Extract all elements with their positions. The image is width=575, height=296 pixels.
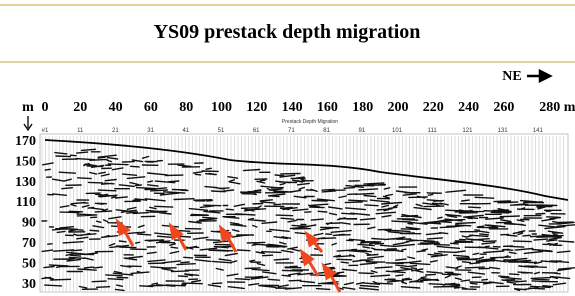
depth-label: 90: [22, 216, 36, 231]
distance-label: 80: [179, 100, 193, 115]
distance-label: 60: [144, 100, 158, 115]
distance-label: 160: [317, 100, 338, 115]
depth-label: 30: [22, 277, 36, 292]
trace-label: 121: [462, 128, 473, 134]
depth-label: 110: [16, 195, 36, 210]
distance-label: 200: [388, 100, 409, 115]
trace-label: 81: [323, 128, 330, 134]
direction-arrow: [527, 68, 553, 84]
trace-label: 31: [147, 128, 154, 134]
arrow: [299, 248, 320, 277]
trace-label: 51: [218, 128, 225, 134]
trace-label: 41: [182, 128, 189, 134]
trace-label: 61: [253, 128, 260, 134]
trace-label: #1: [42, 128, 49, 134]
distance-label: 240: [458, 100, 479, 115]
trace-label: 71: [288, 128, 295, 134]
section-caption: Prestack Depth Migration: [282, 119, 338, 125]
distance-label: 0: [42, 100, 49, 115]
trace-label: 131: [498, 128, 509, 134]
arrow: [115, 218, 135, 247]
arrow: [304, 230, 324, 253]
trace-label: 101: [392, 128, 403, 134]
distance-label: 140: [282, 100, 303, 115]
down-arrow: [23, 116, 33, 132]
depth-label: 130: [15, 175, 36, 190]
trace-label: 11: [77, 128, 84, 134]
arrow: [321, 262, 342, 293]
arrow: [168, 222, 188, 251]
distance-label: 260: [493, 100, 514, 115]
depth-label: 70: [22, 236, 36, 251]
distance-label: 100: [211, 100, 232, 115]
trace-label: 91: [358, 128, 365, 134]
arrows: [115, 218, 342, 293]
distance-label: 180: [352, 100, 373, 115]
distance-label: 280 m: [539, 100, 575, 115]
depth-label: 170: [15, 134, 36, 149]
distance-label: 120: [246, 100, 267, 115]
trace-label: 111: [428, 128, 438, 134]
distance-label: 20: [73, 100, 87, 115]
unit-label: m: [22, 100, 34, 115]
direction-label: NE: [502, 69, 521, 84]
seismic-section: [41, 136, 575, 292]
distance-label: 220: [423, 100, 444, 115]
distance-label: 40: [109, 100, 123, 115]
trace-label: 141: [533, 128, 544, 134]
depth-label: 150: [15, 154, 36, 169]
surface-line: [44, 139, 569, 201]
reflectors: [41, 148, 575, 292]
arrow: [218, 224, 238, 253]
depth-label: 50: [22, 256, 36, 271]
slide-title: YS09 prestack depth migration: [154, 21, 421, 43]
trace-label: 21: [112, 128, 119, 134]
